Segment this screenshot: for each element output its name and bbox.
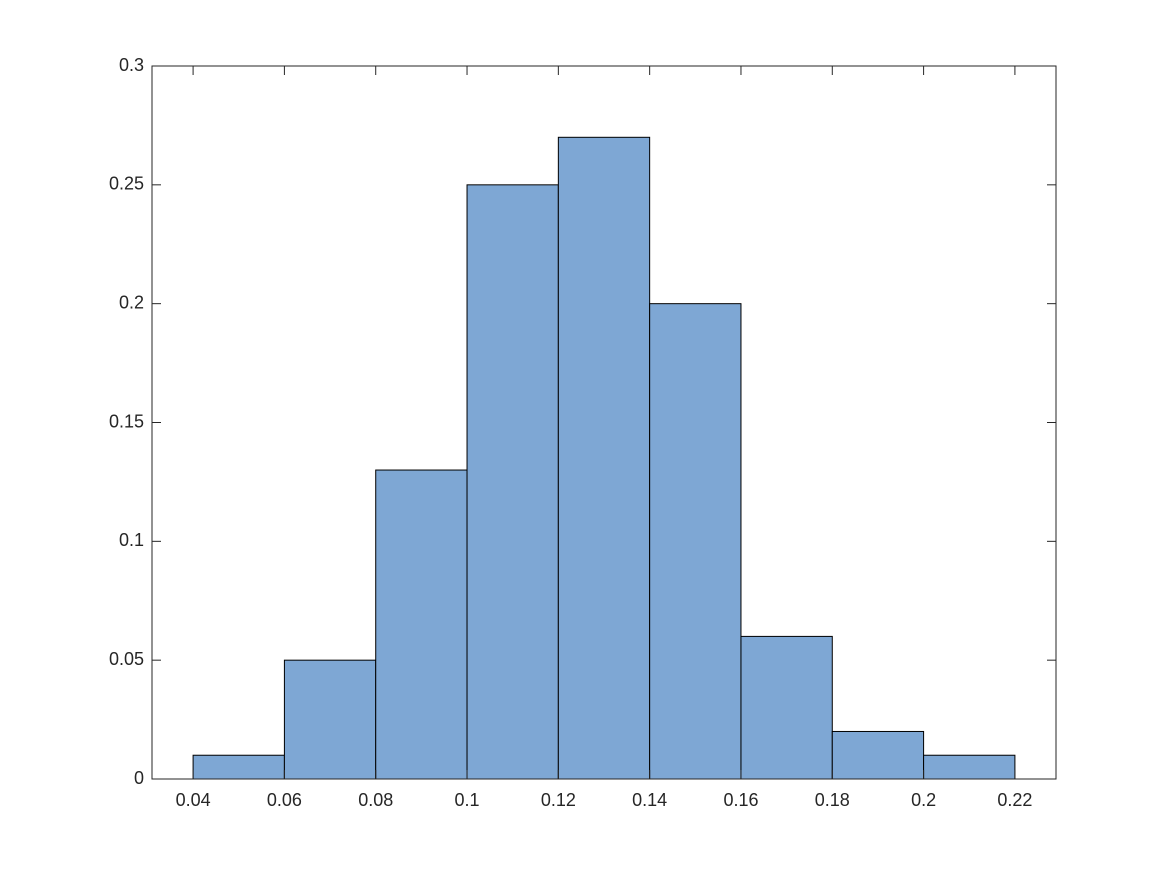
x-tick-label: 0.12 [541,790,576,810]
y-tick-label: 0 [134,768,144,788]
y-tick-label: 0.05 [109,649,144,669]
y-tick-label: 0.25 [109,174,144,194]
y-tick-label: 0.2 [119,292,144,312]
histogram-bar [740,635,833,780]
histogram-bar [466,184,559,780]
x-tick-label: 0.08 [358,790,393,810]
histogram-bar [831,730,925,780]
histogram-bar [557,136,651,780]
x-tick-label: 0.1 [455,790,480,810]
y-tick-label: 0.15 [109,411,144,431]
histogram-bar [649,303,742,780]
x-tick-label: 0.22 [997,790,1032,810]
histogram-bar [923,754,1016,780]
x-tick-label: 0.18 [815,790,850,810]
histogram-bar [375,469,468,780]
histogram-bar [283,659,377,780]
x-tick-label: 0.04 [176,790,211,810]
histogram-bar [192,754,285,780]
x-tick-label: 0.14 [632,790,667,810]
x-tick-label: 0.2 [911,790,936,810]
y-tick-label: 0.1 [119,530,144,550]
x-tick-label: 0.06 [267,790,302,810]
x-tick-label: 0.16 [723,790,758,810]
y-tick-label: 0.3 [119,55,144,75]
